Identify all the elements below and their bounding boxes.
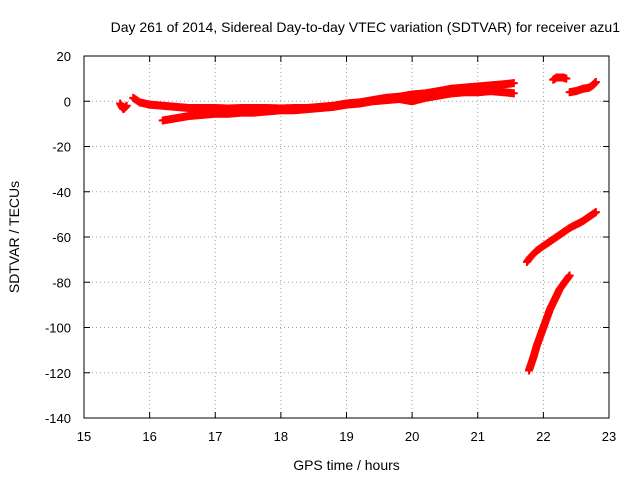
data-point bbox=[565, 271, 574, 280]
x-tick-label: 23 bbox=[602, 429, 616, 444]
x-tick-label: 18 bbox=[274, 429, 288, 444]
x-tick-label: 21 bbox=[471, 429, 485, 444]
data-point bbox=[591, 78, 600, 87]
y-tick-label: -80 bbox=[52, 275, 71, 290]
data-point bbox=[509, 89, 518, 98]
x-tick-label: 17 bbox=[208, 429, 222, 444]
y-tick-label: -120 bbox=[45, 366, 71, 381]
y-tick-label: -40 bbox=[52, 185, 71, 200]
axis-ticks: 15 16 17 18 19 20 21 22 23 -140 -120 -100 -80 -60 -40 -… bbox=[45, 49, 616, 444]
x-tick-label: 19 bbox=[339, 429, 353, 444]
data-point bbox=[562, 74, 571, 83]
y-tick-label: -20 bbox=[52, 140, 71, 155]
y-tick-label: -60 bbox=[52, 230, 71, 245]
y-tick-label: -140 bbox=[45, 411, 71, 426]
y-tick-label: 20 bbox=[57, 49, 71, 64]
data-point bbox=[122, 101, 131, 110]
data-point bbox=[591, 208, 600, 217]
data-points bbox=[116, 73, 600, 375]
x-axis-title: GPS time / hours bbox=[293, 457, 400, 473]
x-tick-label: 22 bbox=[536, 429, 550, 444]
y-tick-label: -100 bbox=[45, 321, 71, 336]
plot-border bbox=[83, 55, 610, 419]
y-axis-title: SDTVAR / TECUs bbox=[6, 181, 22, 293]
y-tick-label: 0 bbox=[64, 94, 71, 109]
x-tick-label: 20 bbox=[405, 429, 419, 444]
x-tick-label: 16 bbox=[142, 429, 156, 444]
data-point bbox=[509, 79, 518, 88]
chart-title: Day 261 of 2014, Sidereal Day-to-day VTE… bbox=[111, 19, 621, 35]
x-tick-label: 15 bbox=[77, 429, 91, 444]
